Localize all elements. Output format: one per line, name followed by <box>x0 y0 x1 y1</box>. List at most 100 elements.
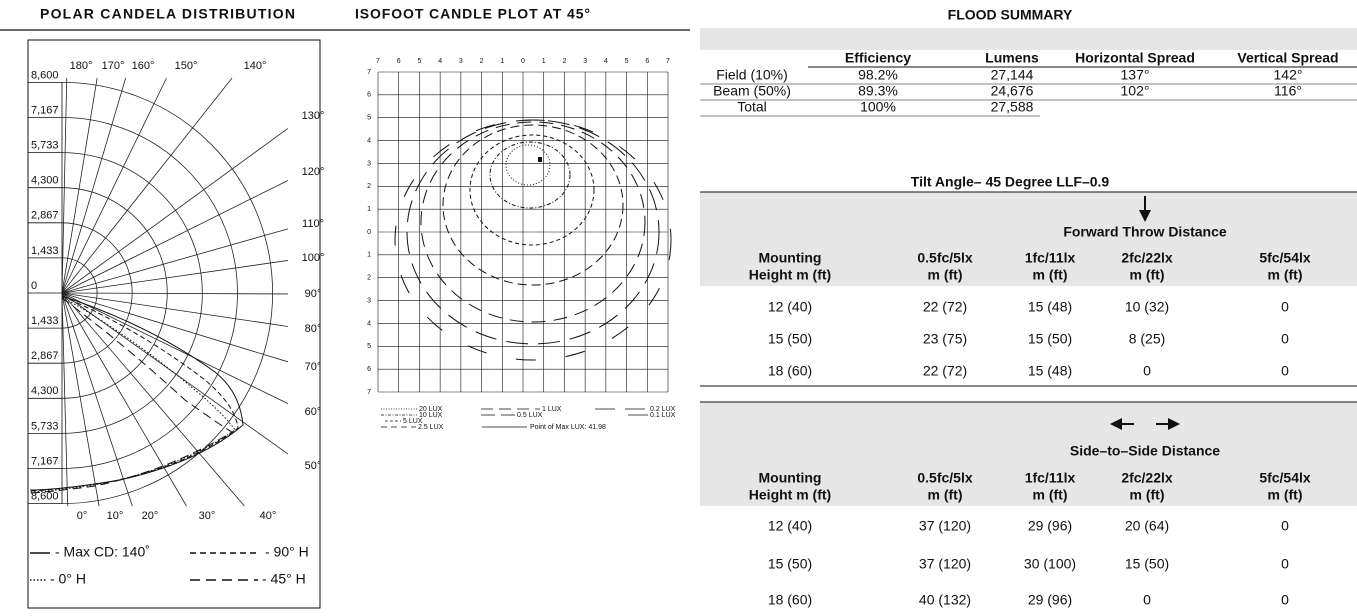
forward-band <box>700 192 1357 286</box>
radial-label: 1,433 <box>31 245 59 257</box>
angle-label: 170° <box>102 60 125 72</box>
radial-label: 5,733 <box>31 140 59 152</box>
table-header: 5fc/54lx <box>1259 250 1311 266</box>
polar-spoke <box>61 292 69 507</box>
table-cell: 10 (32) <box>1125 299 1169 315</box>
polar-spoke <box>61 77 127 294</box>
grid-x-label: 4 <box>604 58 608 65</box>
grid-x-label: 5 <box>625 58 629 65</box>
isofoot-title: ISOFOOT CANDLE PLOT AT 45° <box>355 6 590 22</box>
polar-spoke <box>61 77 233 294</box>
angle-label: 0° <box>77 510 88 522</box>
polar-legend: - 45° H <box>262 571 306 587</box>
table-cell: 40 (132) <box>919 592 971 608</box>
flood-title: FLOOD SUMMARY <box>948 7 1073 23</box>
flood-cell: 27,144 <box>991 67 1034 83</box>
candela-curve <box>29 295 239 492</box>
flood-header: Horizontal Spread <box>1075 50 1195 66</box>
radial-label: 7,167 <box>31 455 59 467</box>
table-cell: 0 <box>1281 518 1289 534</box>
angle-label: 10° <box>107 510 124 522</box>
polar-box <box>27 39 321 609</box>
table-header: Height m (ft) <box>749 267 831 283</box>
grid-x-label: 6 <box>645 58 649 65</box>
polar-legend: - Max CD: 140˚ <box>55 544 150 560</box>
table-cell: 15 (50) <box>1125 556 1169 572</box>
table-header: 1fc/11lx <box>1025 250 1076 266</box>
isolux-contour <box>489 141 571 209</box>
angle-label: 20° <box>142 510 159 522</box>
table-cell: 18 (60) <box>768 592 812 608</box>
radial-label: 8,600 <box>31 69 59 81</box>
grid-y-label: 1 <box>367 252 371 259</box>
table-header: 5fc/54lx <box>1259 470 1311 486</box>
table-cell: 12 (40) <box>768 299 812 315</box>
isofoot-legend: 0.2 LUX <box>650 406 676 413</box>
polar-spoke <box>61 128 289 294</box>
table-cell: 0 <box>1281 331 1289 347</box>
grid-y-label: 6 <box>367 92 371 99</box>
isofoot-legend: Point of Max LUX: 41.98 <box>530 424 606 431</box>
grid-y-label: 2 <box>367 183 371 190</box>
angle-label: 40° <box>260 510 277 522</box>
angle-label: 100° <box>302 252 325 264</box>
angle-label: 180° <box>70 60 93 72</box>
arrow-head <box>1110 418 1122 430</box>
flood-header: Vertical Spread <box>1237 50 1338 66</box>
isolux-contour <box>394 119 672 361</box>
grid-x-label: 4 <box>438 58 442 65</box>
table-cell: 20 (64) <box>1125 518 1169 534</box>
table-cell: 0 <box>1281 592 1289 608</box>
arrow-head <box>1168 418 1180 430</box>
max-point <box>538 157 542 162</box>
grid-y-label: 6 <box>367 366 371 373</box>
radial-label: 2,867 <box>31 210 59 222</box>
grid-y-label: 3 <box>367 297 371 304</box>
candela-curve <box>29 295 244 491</box>
polar-legend: - 90° H <box>265 544 309 560</box>
radial-label: 8,600 <box>31 491 59 503</box>
angle-label: 150° <box>175 60 198 72</box>
polar-ring <box>61 152 203 434</box>
polar-ring <box>61 82 273 504</box>
grid-y-label: 4 <box>367 320 371 327</box>
angle-label: 70° <box>305 361 322 373</box>
table-header: m (ft) <box>1268 487 1303 503</box>
radial-label: 4,300 <box>31 175 59 187</box>
grid-y-label: 7 <box>367 69 371 76</box>
table-cell: 30 (100) <box>1024 556 1076 572</box>
table-header: 2fc/22lx <box>1121 470 1173 486</box>
table-header: 0.5fc/5lx <box>917 470 972 486</box>
grid-x-label: 7 <box>376 58 380 65</box>
flood-cell: Field (10%) <box>716 67 788 83</box>
isolux-contour <box>420 121 646 323</box>
polar-spoke <box>61 292 133 507</box>
grid-x-label: 5 <box>417 58 421 65</box>
grid-y-label: 7 <box>367 389 371 396</box>
table-cell: 15 (50) <box>1028 331 1072 347</box>
polar-legend: - 0° H <box>50 571 86 587</box>
table-cell: 12 (40) <box>768 518 812 534</box>
table-header: Height m (ft) <box>749 487 831 503</box>
grid-x-label: 1 <box>542 58 546 65</box>
flood-header: Efficiency <box>845 50 911 66</box>
angle-label: 80° <box>305 323 322 335</box>
flood-cell: 102° <box>1121 83 1150 99</box>
flood-cell: Total <box>737 99 767 115</box>
table-cell: 15 (50) <box>768 331 812 347</box>
angle-label: 60° <box>305 406 322 418</box>
grid-y-label: 3 <box>367 160 371 167</box>
table-cell: 22 (72) <box>923 299 967 315</box>
flood-cell: 100% <box>860 99 896 115</box>
isofoot-legend: 10 LUX <box>419 412 443 419</box>
table-header: 1fc/11lx <box>1025 470 1076 486</box>
isofoot-legend: 5 LUX <box>403 418 423 425</box>
grid-y-label: 5 <box>367 115 371 122</box>
polar-spoke <box>61 292 245 507</box>
table-cell: 0 <box>1281 363 1289 379</box>
table-cell: 22 (72) <box>923 363 967 379</box>
table-header: m (ft) <box>928 487 963 503</box>
table-cell: 18 (60) <box>768 363 812 379</box>
table-header: 0.5fc/5lx <box>917 250 972 266</box>
angle-label: 120° <box>302 166 325 178</box>
